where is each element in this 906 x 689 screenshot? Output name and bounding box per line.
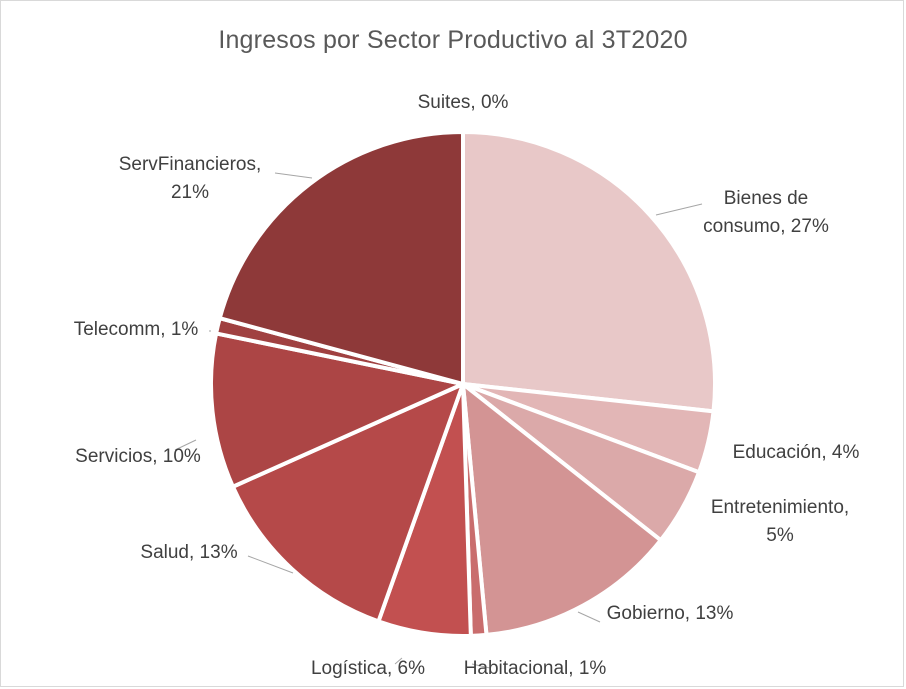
- data-label-bienes-de-consumo: Bienes de consumo, 27%: [703, 188, 829, 237]
- data-label-gobierno: Gobierno, 13%: [607, 603, 734, 624]
- leader-line: [655, 203, 703, 216]
- data-label-habitacional: Habitacional, 1%: [464, 658, 607, 679]
- leader-line: [274, 172, 313, 179]
- data-label-servicios: Servicios, 10%: [75, 446, 201, 467]
- leader-line: [577, 611, 601, 623]
- pie-slice-salud: [230, 382, 465, 624]
- data-label-entretenimiento: Entretenimiento, 5%: [711, 497, 849, 546]
- leader-line: [247, 555, 294, 574]
- leader-line: [471, 663, 491, 669]
- data-label-servfinancieros: ServFinancieros, 21%: [119, 154, 262, 203]
- data-label-telecomm: Telecomm, 1%: [74, 319, 199, 340]
- pie-slice-servfinancieros: [217, 130, 465, 386]
- data-label-educaci-n: Educación, 4%: [733, 442, 860, 463]
- chart-title: Ingresos por Sector Productivo al 3T2020: [218, 26, 688, 54]
- leader-line: [394, 657, 403, 665]
- leader-line: [174, 439, 197, 451]
- data-label-salud: Salud, 13%: [140, 542, 237, 563]
- pie-slice-gobierno: [461, 382, 663, 637]
- data-label-log-stica: Logística, 6%: [311, 658, 425, 679]
- data-label-suites: Suites, 0%: [418, 92, 509, 113]
- pie-slice-bienes-de-consumo: [461, 130, 717, 414]
